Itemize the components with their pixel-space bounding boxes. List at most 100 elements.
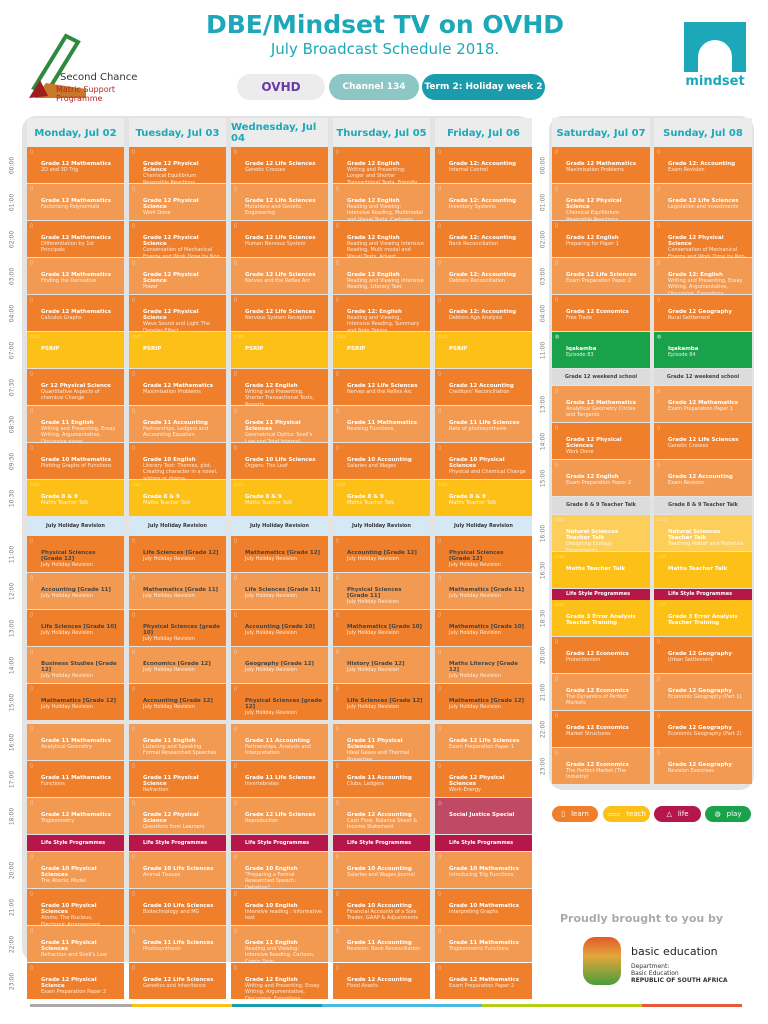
program-cell[interactable]: ▯ Grade 12 Life Sciences Nervous System Re… — [231, 295, 328, 331]
program-cell[interactable]: ▯ Grade 12 Mathematics Factorising Polynom… — [27, 184, 124, 220]
program-cell[interactable]: ▯ Grade 12: Accounting Debtors Reconciliat… — [435, 258, 532, 294]
program-cell[interactable]: ▯ Accounting [Grade 11] July Holiday Revis… — [27, 573, 124, 609]
program-cell[interactable]: ▯ Grade 12 Accounting Cash Flow, Balance S… — [333, 798, 430, 834]
program-cell[interactable]: ▯ Grade 12 Mathematics Differentiation by … — [27, 221, 124, 257]
program-cell[interactable]: ▯ Grade 10 Accounting Financial Accounts o… — [333, 889, 430, 925]
program-cell[interactable]: ▯ Grade 12 Life Sciences Legislation and i… — [654, 184, 752, 220]
program-cell[interactable]: ▯ Grade 12 Economics Protectionism — [552, 637, 650, 673]
program-cell[interactable]: ▯ Grade 12 Life Sciences Exam Preparation … — [435, 724, 532, 760]
program-cell[interactable]: ▯ Grade 12 Life Sciences Mutations and Gen… — [231, 184, 328, 220]
program-cell[interactable]: ▯ Mathematics [Grade 10] July Holiday Revi… — [435, 610, 532, 646]
program-cell[interactable]: ▯ Grade 11 Life Sciences Invertebrates — [231, 761, 328, 797]
program-cell[interactable]: ▭▭ PSRIP — [333, 332, 430, 368]
program-cell[interactable]: ▯ Grade 12 Life Sciences Nerves and the Re… — [231, 258, 328, 294]
program-cell[interactable]: ▯ Grade 10 Accounting Salaries and Wages J… — [333, 852, 430, 888]
program-cell[interactable]: ▯ Grade 12 Accounting Exam Revision — [654, 460, 752, 496]
program-cell[interactable]: ▯ Grade 11 English Writing and Presenting,… — [27, 406, 124, 442]
program-cell[interactable]: ▯ Grade 12: English Writing and Presenting… — [654, 258, 752, 294]
program-cell[interactable]: ▯ Grade 12 Physical Science Chemical Equil… — [552, 184, 650, 220]
program-cell[interactable]: ▯ Grade 10 English "Preparing a Formal Res… — [231, 852, 328, 888]
program-cell[interactable]: ▯ Grade 11 Mathematics Analytical Geometry — [27, 724, 124, 760]
program-cell[interactable]: ▯ Mathematics [Grade 12] July Holiday Revi… — [435, 684, 532, 720]
program-cell[interactable]: ▯ Grade 12 Geography Economic Geography (P… — [654, 711, 752, 747]
program-cell[interactable]: ▯ Grade 12 Mathematics Exam Preparation Pa… — [654, 386, 752, 422]
program-cell[interactable]: ▯ Grade 12 Economics Market Structures — [552, 711, 650, 747]
program-cell[interactable]: ◍ Iqakamba Episode 84 — [654, 332, 752, 368]
program-cell[interactable]: ▭▭ PSRIP — [231, 332, 328, 368]
program-cell[interactable]: ▭▭ Maths Teacher Talk — [552, 552, 650, 588]
program-cell[interactable]: ▯ Grade 10 Life Sciences Biotechnology and… — [129, 889, 226, 925]
program-cell[interactable]: ▯ Grade 12 Mathematics Finding the Derivat… — [27, 258, 124, 294]
program-cell[interactable]: ▯ Grade 11 Accounting Revision: Bank Recon… — [333, 926, 430, 962]
program-cell[interactable]: ▯ Grade 12 Mathematics Analytical Geometry… — [552, 386, 650, 422]
program-cell[interactable]: ▯ Grade 12 Life Sciences Human Nervous Sys… — [231, 221, 328, 257]
program-cell[interactable]: ▯ Grade 11 English Listening and Speaking … — [129, 724, 226, 760]
program-cell[interactable]: ▭▭ Grade 8 & 9 Maths Teacher Talk — [231, 480, 328, 516]
program-cell[interactable]: ▯ Grade 12 Mathematics Maximisation Proble… — [129, 369, 226, 405]
program-cell[interactable]: ▯ Grade 10 Accounting Salaries and Wages — [333, 443, 430, 479]
program-cell[interactable]: ▯ Life Sciences [Grade 10] July Holiday Re… — [27, 610, 124, 646]
program-cell[interactable]: ▯ Grade 12 Physical Science Chemical Equil… — [129, 147, 226, 183]
program-cell[interactable]: ▯ Life Sciences [Grade 12] July Holiday Re… — [129, 536, 226, 572]
program-cell[interactable]: ▯ Grade 12 Life Sciences Genetic Crosses — [654, 423, 752, 459]
program-cell[interactable]: ▯ Grade 12 English Reading and Viewing Int… — [333, 258, 430, 294]
program-cell[interactable]: ▯ Grade 12 Physical Science Work Done — [129, 184, 226, 220]
program-cell[interactable]: ▯ Grade 10 Life Sciences Animal Tissues — [129, 852, 226, 888]
program-cell[interactable]: ▯ Grade 12 Physical Science Questions from… — [129, 798, 226, 834]
program-cell[interactable]: ▯ Grade 12 Life Sciences Exam Preparation … — [552, 258, 650, 294]
program-cell[interactable]: ▯ Grade 12 Geography Economic Geography (P… — [654, 674, 752, 710]
program-cell[interactable]: ▯ Grade 11 Physical Sciences Geometrical O… — [231, 406, 328, 442]
program-cell[interactable]: ▯ Grade 11 Accounting Partnerships, Ledger… — [129, 406, 226, 442]
program-cell[interactable]: ▯ Grade 12 Life Sciences Nerves and the Re… — [333, 369, 430, 405]
program-cell[interactable]: ▭▭ PSRIP — [435, 332, 532, 368]
program-cell[interactable]: ▯ Physical Sciences [grade 12] July Holida… — [231, 684, 328, 720]
program-cell[interactable]: ▭▭ Grade 8 & 9 Maths Teacher Talk — [435, 480, 532, 516]
program-cell[interactable]: ▯ Grade 12: Accounting Inventory Systems — [435, 184, 532, 220]
program-cell[interactable]: ▯ Grade 10 Physical Sciences Atoms: The Nu… — [27, 889, 124, 925]
program-cell[interactable]: ▯ Mathematics [Grade 12] July Holiday Revi… — [231, 536, 328, 572]
program-cell[interactable]: ▯ Grade 12 Mathematics Maximisation Proble… — [552, 147, 650, 183]
program-cell[interactable]: ▭▭ Grade 3 Error Analysis Teacher Trainin… — [552, 600, 650, 636]
program-cell[interactable]: ▯ Grade 12 Physical Science Exam Preparati… — [27, 963, 124, 999]
program-cell[interactable]: ▯ Grade 10 Mathematics Plotting Graphs of … — [27, 443, 124, 479]
program-cell[interactable]: ▯ Grade 11 Accounting Clubs, Ledgers — [333, 761, 430, 797]
program-cell[interactable]: ▯ Grade 12 Geography Urban Settlement — [654, 637, 752, 673]
program-cell[interactable]: ▯ History [Grade 12] July Holiday Revision — [333, 647, 430, 683]
program-cell[interactable]: ▭▭ PSRIP — [129, 332, 226, 368]
program-cell[interactable]: ▯ Grade 12 Accounting Creditors' Reconcili… — [435, 369, 532, 405]
program-cell[interactable]: ▯ Grade 12 Life Sciences Reproduction — [231, 798, 328, 834]
program-cell[interactable]: ▯ Gr 12 Physical Science Quantitative Aspe… — [27, 369, 124, 405]
program-cell[interactable]: ▯ Grade 12 Physical Sciences Work-Energy — [435, 761, 532, 797]
program-cell[interactable]: ▯ Grade 11 Life Sciences Rate of photosynt… — [435, 406, 532, 442]
program-cell[interactable]: ◍ Iqakamba Episode 83 — [552, 332, 650, 368]
program-cell[interactable]: ▯ Grade 12 Mathematics 2D and 3D Trig — [27, 147, 124, 183]
program-cell[interactable]: ▯ Grade 11 Physical Sciences Ideal Gases a… — [333, 724, 430, 760]
program-cell[interactable]: ▯ Grade 10 Physical Sciences The Atomic Mo… — [27, 852, 124, 888]
program-cell[interactable]: ▯ Grade 12 Economics The Perfect Market (T… — [552, 748, 650, 784]
program-cell[interactable]: ▯ Grade 12 English Writing and Presenting,… — [231, 963, 328, 999]
program-cell[interactable]: ▯ Mathematics [Grade 10] July Holiday Revi… — [333, 610, 430, 646]
program-cell[interactable]: ▯ Accounting [Grade 12] July Holiday Revis… — [333, 536, 430, 572]
program-cell[interactable]: ▯ Grade 11 Mathematics Functions — [27, 761, 124, 797]
program-cell[interactable]: ▭▭ Maths Teacher Talk — [654, 552, 752, 588]
program-cell[interactable]: ▯ Mathematics [Grade 12] July Holiday Revi… — [27, 684, 124, 720]
program-cell[interactable]: ▯ Grade 12: Accounting Internal Control — [435, 147, 532, 183]
program-cell[interactable]: ▯ Grade 11 English Reading and Viewing: In… — [231, 926, 328, 962]
program-cell[interactable]: ▭▭ Natural Sciences Teacher Talk Teaching … — [654, 515, 752, 551]
program-cell[interactable]: ▯ Grade 12: Accounting Exam Revision — [654, 147, 752, 183]
program-cell[interactable]: ▯ Grade 12 Geography Revision Exercises — [654, 748, 752, 784]
program-cell[interactable]: ▭▭ Grade 3 Error Analysis Teacher Trainin… — [654, 600, 752, 636]
program-cell[interactable]: ▯ Geography [Grade 12] July Holiday Revisi… — [231, 647, 328, 683]
program-cell[interactable]: ▯ Physical Sciences [Grade 12] July Holida… — [27, 536, 124, 572]
program-cell[interactable]: ▯ Grade 12: English Reading and Viewing, I… — [333, 295, 430, 331]
program-cell[interactable]: ▯ Grade 12 Physical Science Power — [129, 258, 226, 294]
program-cell[interactable]: △ Social Justice Special — [435, 798, 532, 834]
program-cell[interactable]: ▯ Grade 12 Geography Rural Settlement — [654, 295, 752, 331]
program-cell[interactable]: ▭▭ PSRIP — [27, 332, 124, 368]
program-cell[interactable]: ▯ Grade 12 Physical Science Wave Sound and… — [129, 295, 226, 331]
program-cell[interactable]: ▯ Accounting [Grade 10] July Holiday Revis… — [231, 610, 328, 646]
program-cell[interactable]: ▯ Grade 10 Life Sciences Organs: The Leaf — [231, 443, 328, 479]
program-cell[interactable]: ▯ Physical Sciences [grade 10] July Holida… — [129, 610, 226, 646]
program-cell[interactable]: ▯ Grade 12 Mathematics Exam Preparation Pa… — [435, 963, 532, 999]
program-cell[interactable]: ▭▭ Grade 8 & 9 Maths Teacher Talk — [27, 480, 124, 516]
